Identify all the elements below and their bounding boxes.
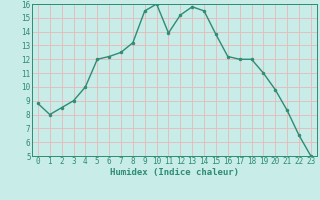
X-axis label: Humidex (Indice chaleur): Humidex (Indice chaleur) — [110, 168, 239, 177]
